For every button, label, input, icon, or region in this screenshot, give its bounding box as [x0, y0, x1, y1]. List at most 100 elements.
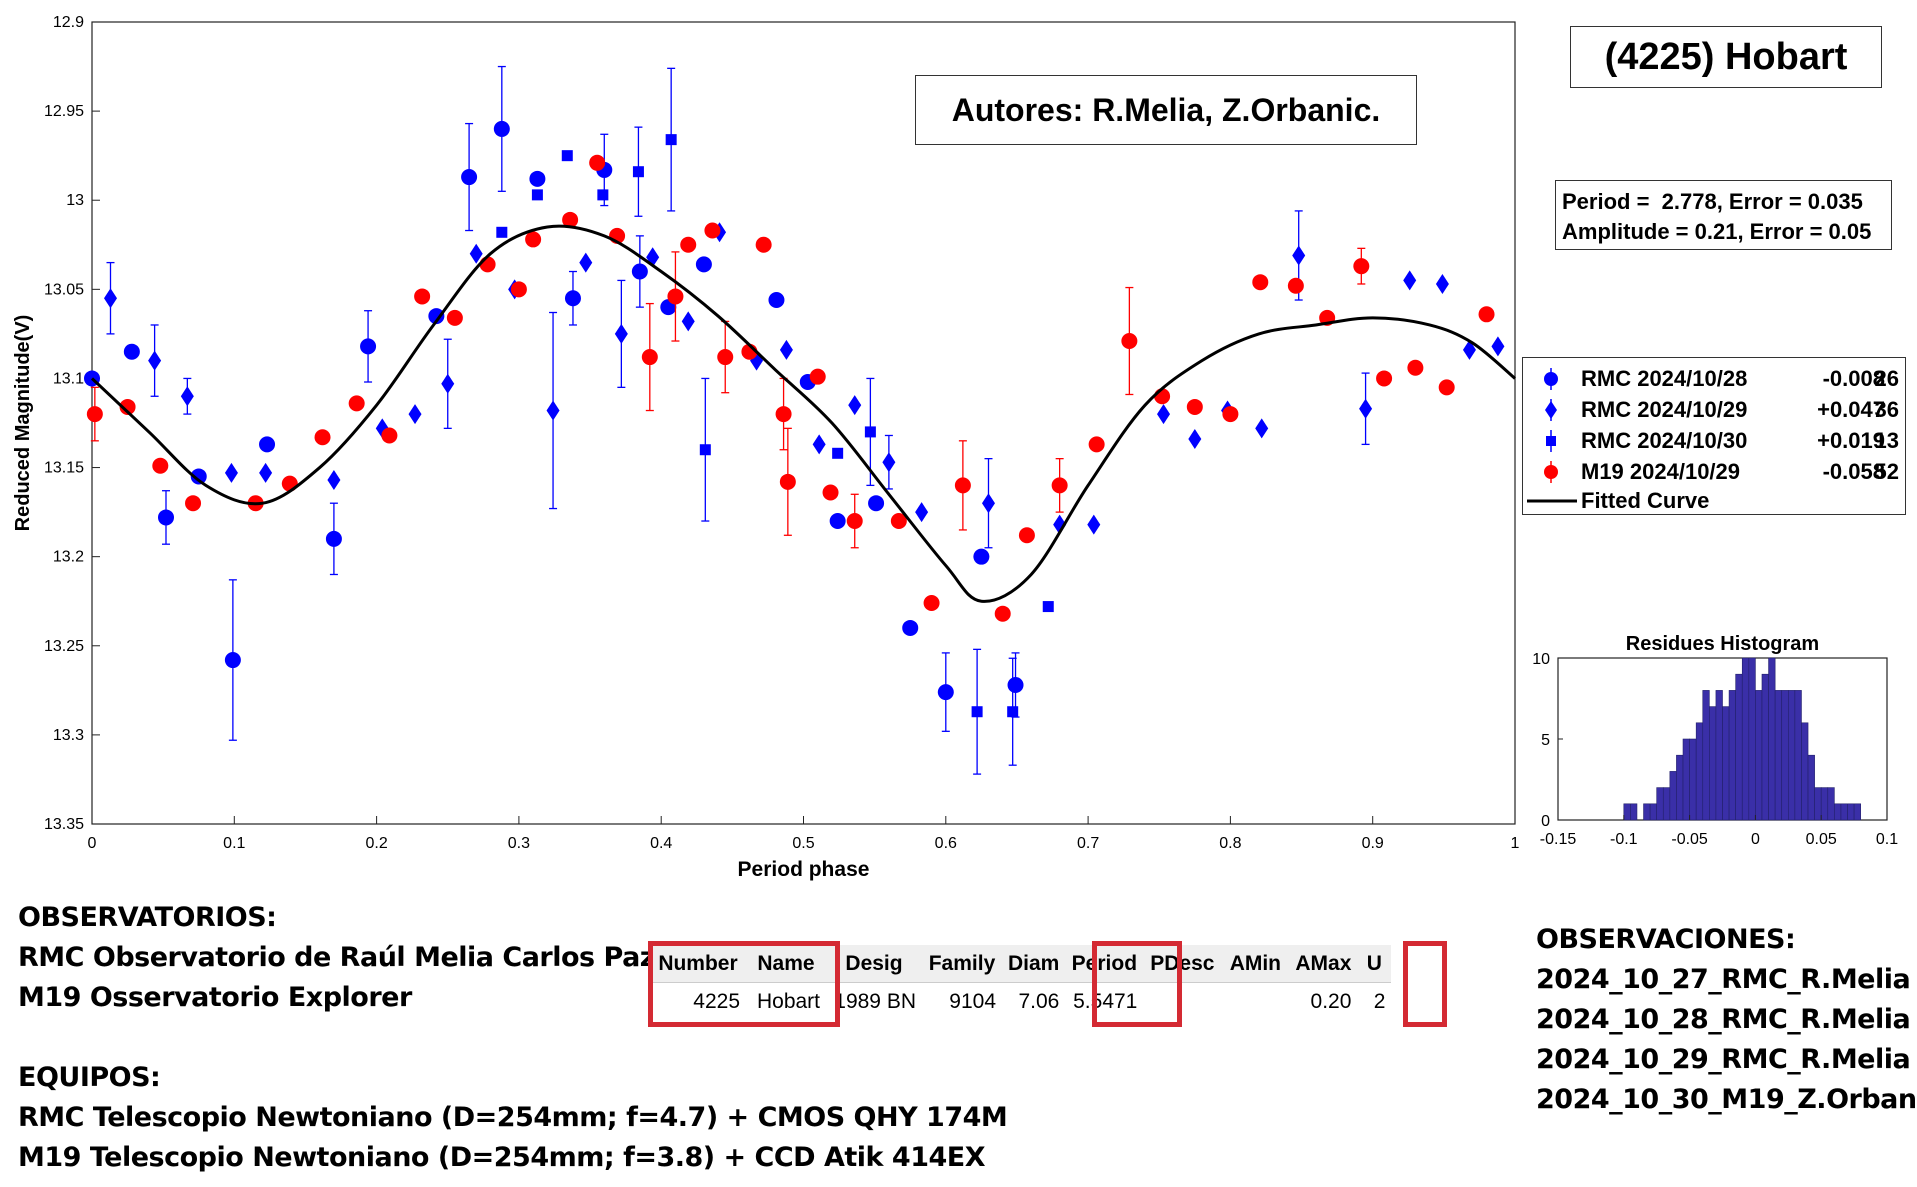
legend-item: M19 2024/10/29 -0.058 52	[1523, 457, 1905, 487]
histogram-bar	[1682, 738, 1690, 821]
y-tick-label: 12.95	[44, 103, 84, 120]
data-point	[614, 323, 628, 344]
histogram-bar	[1702, 690, 1710, 821]
header-diam: Diam	[1002, 945, 1066, 983]
histogram-bar	[1847, 803, 1855, 821]
cell-desig: 1989 BN	[826, 982, 922, 1020]
hist-x-tick-label: 0.1	[1876, 831, 1898, 848]
data-point	[868, 495, 885, 512]
x-tick-label: 0.5	[792, 835, 814, 852]
hist-x-tick-label: -0.05	[1671, 831, 1708, 848]
data-point	[327, 470, 341, 491]
data-point	[1438, 379, 1455, 396]
data-point	[86, 406, 103, 423]
data-point	[812, 434, 826, 455]
hist-x-tick-label: -0.15	[1540, 831, 1577, 848]
data-point	[493, 120, 510, 137]
data-point	[119, 398, 136, 415]
cell-amin	[1221, 982, 1290, 1020]
data-point	[981, 493, 995, 514]
data-point	[1007, 676, 1024, 693]
histogram-bar	[1840, 803, 1848, 821]
data-point	[180, 386, 194, 407]
histogram-bar	[1728, 690, 1736, 821]
histogram-bar	[1781, 690, 1789, 821]
data-point	[1154, 388, 1171, 405]
equipos-block: EQUIPOS: RMC Telescopio Newtoniano (D=254…	[18, 1058, 1008, 1178]
legend-count: 13	[1874, 428, 1899, 453]
data-point	[123, 343, 140, 360]
data-point	[923, 595, 940, 612]
data-point	[822, 484, 839, 501]
data-point	[1353, 258, 1370, 275]
data-point	[632, 166, 644, 178]
data-point	[1186, 398, 1203, 415]
legend-marker-red-circle-icon	[1544, 461, 1558, 483]
legend-item: Fitted Curve	[1523, 486, 1905, 516]
data-point	[597, 189, 609, 201]
data-point	[1376, 370, 1393, 387]
observaciones-block: OBSERVACIONES: 2024_10_27_RMC_R.Melia 2024…	[1536, 920, 1917, 1120]
histogram-bar	[1649, 803, 1657, 821]
legend-line-icon	[1527, 499, 1577, 503]
lcdb-header-row: Number Name Desig Family Diam Period PDe…	[650, 945, 1392, 983]
period-amplitude-box: Period = 2.778, Error = 0.035 Amplitude =…	[1555, 180, 1892, 250]
data-point	[564, 290, 581, 307]
plot-area	[91, 21, 1516, 825]
equipos-heading: EQUIPOS:	[18, 1062, 161, 1093]
data-point	[1222, 406, 1239, 423]
histogram-plot: Residues Histogram -0.15 -0.1 -0.05 0 0.05 0.1…	[1532, 633, 1898, 848]
observacion-line: 2024_10_28_RMC_R.Melia	[1536, 1004, 1911, 1035]
histogram-bar	[1774, 690, 1783, 821]
x-tick-label: 1	[1511, 835, 1520, 852]
data-point	[496, 226, 508, 238]
cell-diam: 7.06	[1002, 982, 1066, 1020]
x-tick-label: 0.9	[1362, 835, 1384, 852]
data-point	[809, 368, 826, 385]
data-point	[152, 457, 169, 474]
data-point	[775, 406, 792, 423]
cell-amax: 0.20	[1289, 982, 1358, 1020]
legend-count: 26	[1874, 366, 1899, 391]
data-point	[157, 509, 174, 526]
data-point	[779, 473, 796, 490]
observatorios-block: OBSERVATORIOS: RMC Observatorio de Raúl M…	[18, 898, 656, 1018]
data-point	[446, 309, 463, 326]
data-point	[469, 243, 483, 264]
histogram-bar	[1761, 673, 1769, 821]
observacion-line: 2024_10_30_M19_Z.Orbanic	[1536, 1084, 1917, 1115]
histogram-bar	[1820, 787, 1829, 821]
data-point	[1435, 273, 1449, 294]
histogram-bar	[1748, 657, 1756, 821]
histogram-bar	[1741, 657, 1750, 821]
data-point	[461, 169, 478, 186]
histogram-bar	[1735, 673, 1743, 821]
data-point	[1121, 333, 1138, 350]
data-point	[1478, 306, 1495, 323]
cell-period: 5.5471	[1065, 982, 1144, 1020]
histogram-bar	[1768, 657, 1776, 821]
histogram-bar	[1689, 738, 1697, 821]
lcdb-data-row: 4225 Hobart 1989 BN 9104 7.06 5.5471 0.2…	[650, 982, 1392, 1020]
cell-u: 2	[1357, 982, 1392, 1020]
data-point	[832, 447, 844, 459]
data-point	[681, 311, 695, 332]
y-tick-label: 13.05	[44, 281, 84, 298]
legend-marker-square-icon	[1546, 430, 1556, 452]
data-point	[1007, 706, 1019, 718]
histogram-bar	[1695, 722, 1704, 821]
data-point	[1088, 436, 1105, 453]
legend-label: RMC 2024/10/30	[1581, 428, 1748, 453]
x-tick-label: 0.7	[1077, 835, 1099, 852]
legend-label: M19 2024/10/29	[1581, 459, 1741, 484]
data-point	[148, 350, 162, 371]
data-point	[667, 288, 684, 305]
histogram-bar	[1807, 754, 1815, 821]
data-point	[937, 684, 954, 701]
x-axis-label: Period phase	[738, 858, 870, 881]
hist-x-tick-label: 0.05	[1806, 831, 1837, 848]
data-point	[631, 263, 648, 280]
data-point	[441, 373, 455, 394]
y-tick-label: 13.15	[44, 460, 84, 477]
legend-count: 36	[1874, 397, 1899, 422]
